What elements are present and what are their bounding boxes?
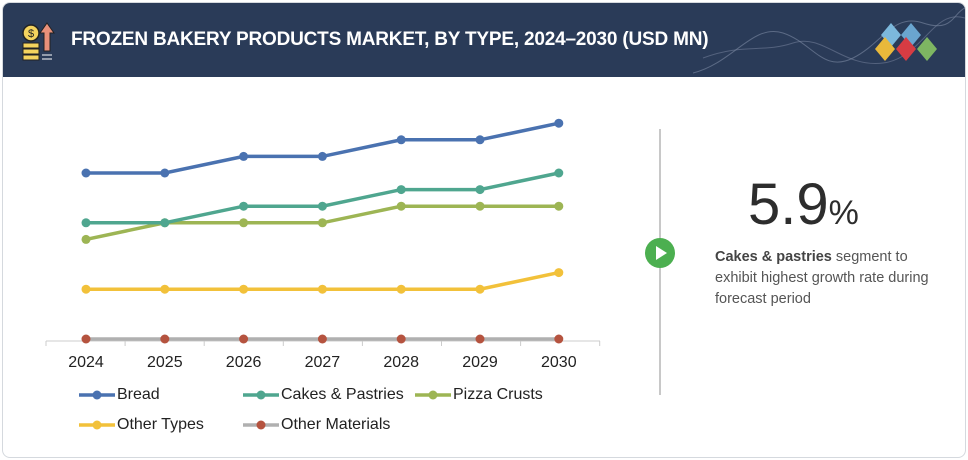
growth-note-segment: Cakes & pastries (715, 249, 832, 265)
data-point (81, 284, 91, 294)
legend-item: Pizza Crusts (415, 386, 543, 404)
legend-label: Other Types (117, 416, 204, 433)
legend-item: Other Materials (243, 416, 390, 434)
data-point (554, 118, 564, 128)
decorative-waves (693, 7, 965, 74)
chart-title: FROZEN BAKERY PRODUCTS MARKET, BY TYPE, … (71, 29, 709, 50)
data-point (554, 201, 564, 211)
data-point (475, 334, 485, 344)
data-point (396, 334, 406, 344)
data-point (81, 218, 91, 228)
x-tick-label: 2025 (147, 354, 183, 371)
series-line-bread (86, 121, 560, 175)
data-point (239, 284, 249, 294)
data-point (475, 185, 485, 195)
data-point (317, 284, 327, 294)
legend-item: Bread (79, 386, 160, 404)
data-point (554, 168, 564, 178)
data-point (239, 218, 249, 228)
svg-text:$: $ (28, 28, 34, 40)
x-tick-label: 2026 (226, 354, 262, 371)
legend-marker (79, 390, 115, 400)
legend-item: Other Types (79, 416, 204, 434)
data-point (160, 218, 170, 228)
data-point (160, 168, 170, 178)
brand-logo-icon (875, 23, 937, 61)
data-point (81, 168, 91, 178)
data-point (396, 135, 406, 145)
line-chart: 2024 2025 2026 2027 2028 2029 2030 (45, 118, 601, 371)
data-point (317, 151, 327, 161)
data-point (475, 135, 485, 145)
play-icon[interactable] (645, 238, 675, 268)
data-point (81, 234, 91, 244)
data-point (317, 201, 327, 211)
data-point (317, 334, 327, 344)
legend-label: Pizza Crusts (453, 386, 543, 403)
legend-label: Bread (117, 386, 160, 403)
data-point (239, 151, 249, 161)
data-point (160, 334, 170, 344)
growth-rate-unit: % (828, 194, 859, 232)
data-point (396, 185, 406, 195)
x-tick-label: 2028 (383, 354, 419, 371)
legend-label: Cakes & Pastries (281, 386, 404, 403)
data-point (396, 284, 406, 294)
header-bar: $ FROZEN BAKERY PRODUCTS MARKET, BY TYPE… (3, 3, 965, 77)
legend-marker (243, 420, 279, 430)
growth-note-text: segment to exhibit highest growth rate d… (715, 249, 929, 307)
legend-marker (243, 390, 279, 400)
growth-note: Cakes & pastries segment to exhibit high… (715, 247, 935, 310)
legend-marker (415, 390, 451, 400)
data-point (317, 218, 327, 228)
data-point (239, 201, 249, 211)
data-point (81, 334, 91, 344)
legend-label: Other Materials (281, 416, 391, 433)
growth-rate-number: 5.9 (748, 172, 829, 237)
data-point (396, 201, 406, 211)
legend-marker (79, 420, 115, 430)
coins-arrow-icon: $ (22, 22, 55, 61)
x-tick-label: 2027 (305, 354, 341, 371)
x-tick-label: 2030 (541, 354, 577, 371)
x-tick-label: 2029 (462, 354, 498, 371)
data-point (554, 268, 564, 278)
data-point (475, 284, 485, 294)
growth-rate-value: 5.9% (748, 171, 859, 238)
data-point (554, 334, 564, 344)
data-point (475, 201, 485, 211)
series-line-cakes-pastries (86, 171, 560, 225)
data-point (160, 284, 170, 294)
data-point (239, 334, 249, 344)
x-tick-label: 2024 (68, 354, 104, 371)
legend-item: Cakes & Pastries (243, 386, 404, 404)
